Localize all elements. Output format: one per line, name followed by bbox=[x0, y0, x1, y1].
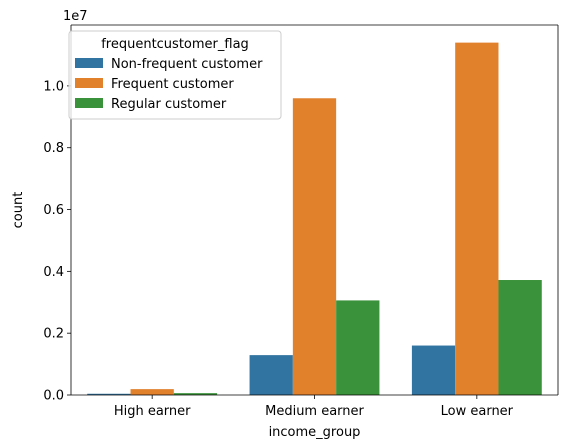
legend-title: frequentcustomer_flag bbox=[101, 37, 249, 52]
legend-frame bbox=[68, 30, 282, 120]
y-tick-label: 0.8 bbox=[43, 141, 64, 156]
bar-1-1 bbox=[292, 98, 337, 395]
legend-entry: Non-frequent customer bbox=[111, 57, 263, 72]
y-axis-label: count bbox=[11, 192, 26, 229]
legend-entry: Regular customer bbox=[111, 97, 227, 112]
y-tick-label: 0.2 bbox=[43, 327, 64, 342]
bar-1-2 bbox=[336, 300, 380, 395]
y-tick-label: 0.0 bbox=[43, 389, 64, 404]
legend-swatch bbox=[75, 78, 103, 88]
x-tick-label: Low earner bbox=[441, 404, 514, 419]
legend: frequentcustomer_flag Non-frequent custo… bbox=[68, 30, 282, 120]
bar-2-2 bbox=[498, 280, 542, 395]
bar-0-0 bbox=[87, 393, 131, 395]
x-tick-label: High earner bbox=[114, 404, 191, 419]
y-tick-label: 0.4 bbox=[43, 265, 64, 280]
legend-entry: Frequent customer bbox=[111, 77, 234, 92]
bar-1-0 bbox=[249, 355, 293, 395]
y-offset-text: 1e7 bbox=[63, 9, 88, 24]
legend-swatch bbox=[75, 58, 103, 68]
bar-2-0 bbox=[411, 345, 456, 395]
x-tick-label: Medium earner bbox=[265, 404, 364, 419]
bars-layer bbox=[87, 42, 542, 395]
bar-0-1 bbox=[130, 389, 174, 395]
y-tick-label: 1.0 bbox=[43, 79, 64, 94]
legend-swatch bbox=[75, 98, 103, 108]
bar-2-1 bbox=[455, 42, 499, 395]
y-tick-label: 0.6 bbox=[43, 203, 64, 218]
ticks-layer: 0.0 0.2 0.4 0.6 0.8 1.0 High earner Medium earn… bbox=[43, 79, 513, 419]
legend-items: Non-frequent customer Frequent customer Re… bbox=[75, 57, 263, 112]
x-axis-label: income_group bbox=[269, 425, 361, 440]
bar-0-2 bbox=[173, 393, 218, 395]
